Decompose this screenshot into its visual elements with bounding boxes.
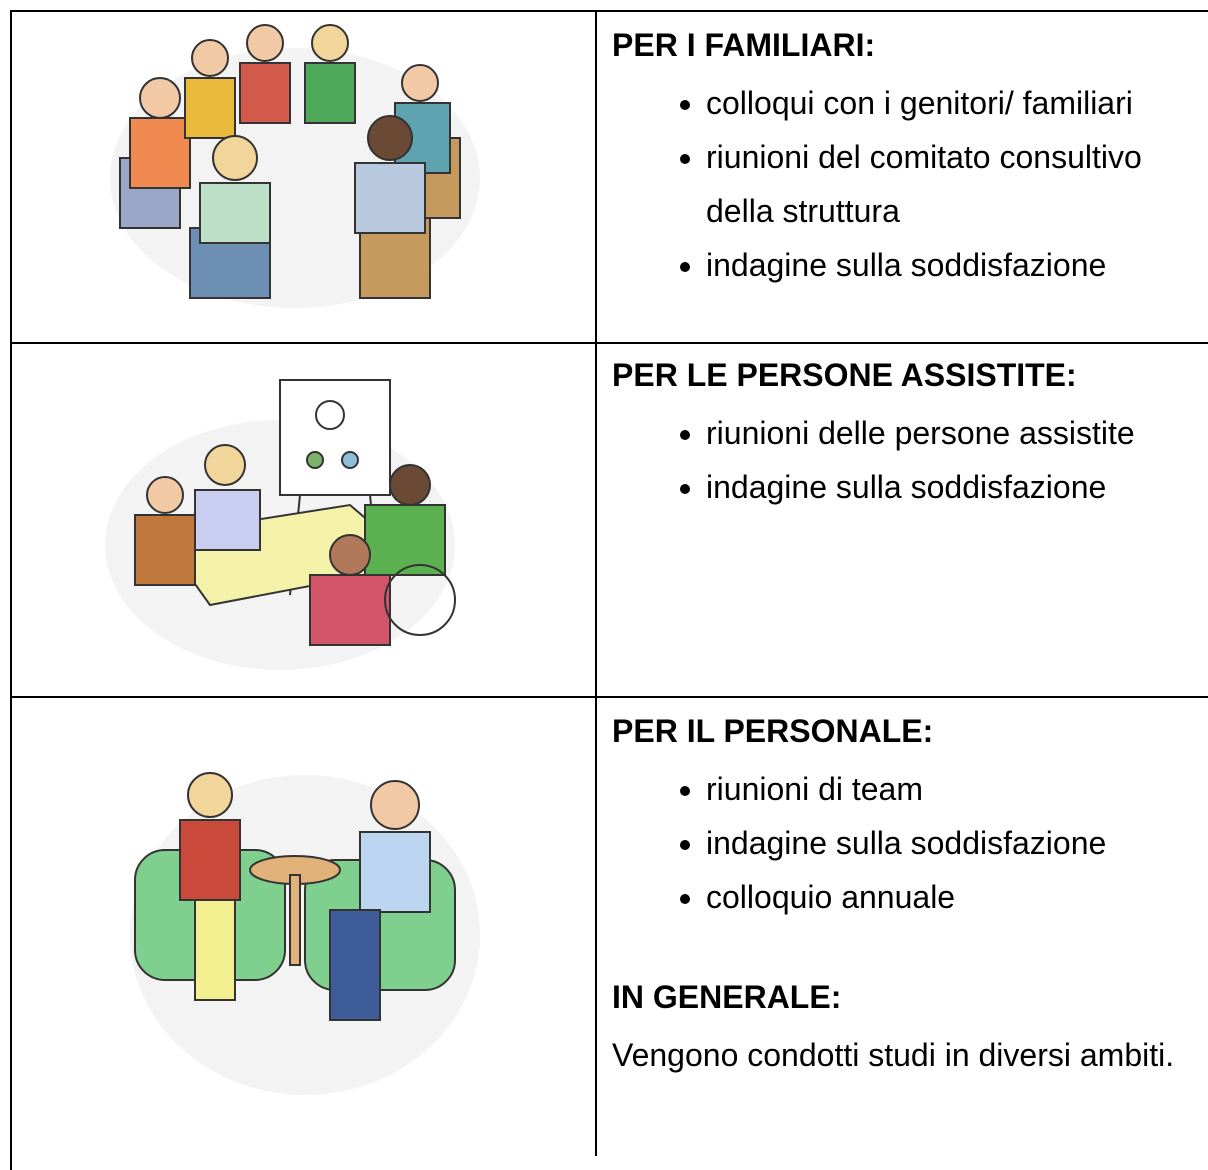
illustration-armchair-talk	[130, 772, 480, 1095]
paragraph: Vengono condotti studi in diversi ambiti…	[612, 1037, 1175, 1073]
bullet-item: indagine sulla soddisfazione	[706, 816, 1202, 870]
section-heading: PER I FAMILIARI:	[612, 27, 876, 63]
bullet-item: riunioni delle persone assistite	[706, 406, 1202, 460]
bullet-item: colloquio annuale	[706, 870, 1202, 924]
section-heading: IN GENERALE:	[612, 979, 842, 1015]
text-cell: PER I FAMILIARI: colloqui con i genitori…	[612, 18, 1202, 292]
table-frame	[10, 10, 1208, 1170]
section-heading: PER IL PERSONALE:	[612, 713, 934, 749]
illustration-circle-meeting	[110, 24, 480, 308]
text-cell: PER LE PERSONE ASSISTITE: riunioni delle…	[612, 348, 1202, 514]
text-cell: PER IL PERSONALE: riunioni di team indag…	[612, 704, 1202, 1082]
bullet-list: colloqui con i genitori/ familiari riuni…	[612, 76, 1202, 292]
row-divider	[10, 342, 1208, 344]
illustration-table-meeting	[105, 379, 456, 670]
row-divider	[10, 696, 1208, 698]
section-heading: PER LE PERSONE ASSISTITE:	[612, 357, 1077, 393]
bullet-item: colloqui con i genitori/ familiari	[706, 76, 1202, 130]
column-divider	[595, 10, 597, 1156]
bullet-list: riunioni di team indagine sulla soddisfa…	[612, 762, 1202, 924]
bullet-item: indagine sulla soddisfazione	[706, 238, 1202, 292]
bullet-item: indagine sulla soddisfazione	[706, 460, 1202, 514]
bullet-item: riunioni di team	[706, 762, 1202, 816]
bullet-list: riunioni delle persone assistite indagin…	[612, 406, 1202, 514]
bullet-item: riunioni del comitato consultivo della s…	[706, 130, 1202, 238]
